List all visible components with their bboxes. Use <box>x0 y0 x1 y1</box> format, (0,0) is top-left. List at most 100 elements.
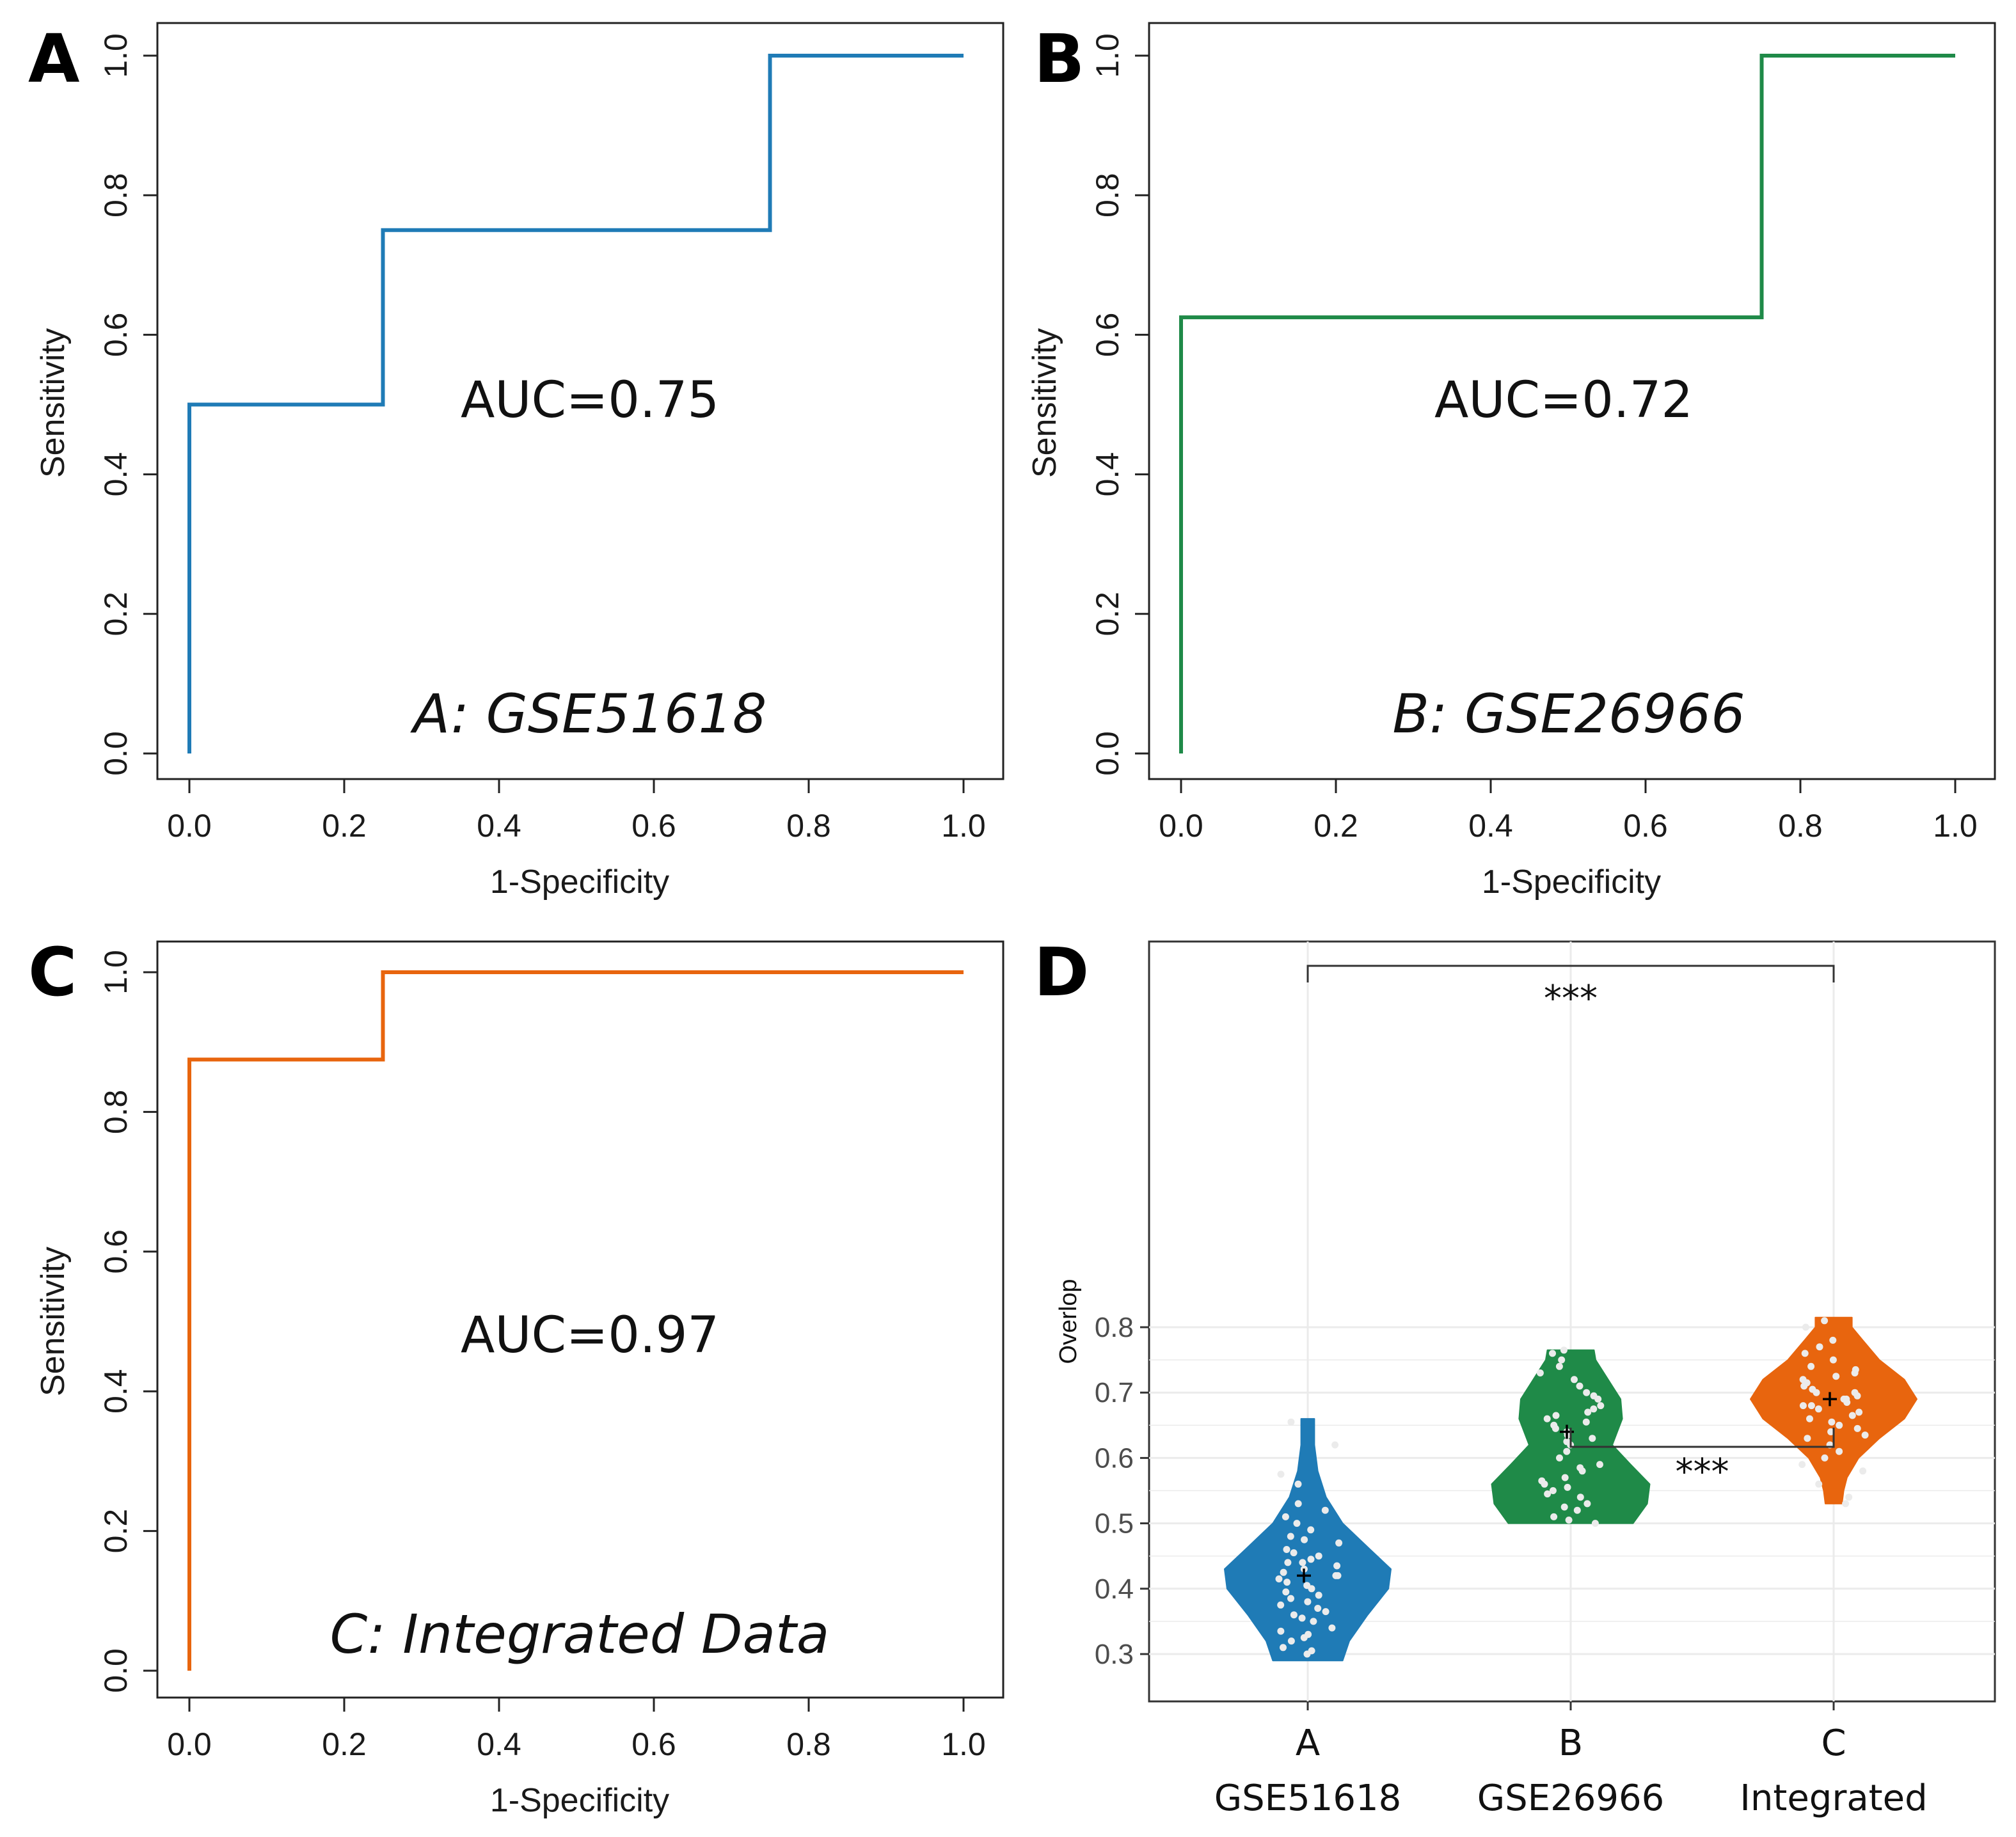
y-tick-label: 0.0 <box>98 1648 134 1693</box>
data-point <box>1855 1408 1863 1416</box>
data-point <box>1549 1487 1557 1494</box>
data-point <box>1560 1503 1568 1511</box>
data-point <box>1315 1552 1322 1560</box>
data-point <box>1303 1582 1311 1589</box>
data-point <box>1321 1506 1329 1514</box>
data-point <box>1576 1494 1584 1501</box>
data-point <box>1307 1526 1315 1534</box>
data-point <box>1305 1630 1312 1638</box>
x-tick-label: 0.4 <box>477 808 521 844</box>
x-tick-label: 0.2 <box>322 808 367 844</box>
data-point <box>1802 1323 1809 1331</box>
y-tick-label: 0.6 <box>98 1229 134 1274</box>
category-sublabel-c: Integrated <box>1740 1778 1927 1819</box>
data-point <box>1597 1402 1605 1410</box>
x-tick-label: 0.0 <box>167 1726 212 1762</box>
x-tick-label: 0.8 <box>786 1726 831 1762</box>
data-point <box>1583 1500 1591 1508</box>
violin-x-axis: A GSE51618 B GSE26966 C Integrated <box>1214 1701 1928 1819</box>
data-point <box>1299 1559 1306 1566</box>
significance-brackets: *** *** <box>1306 965 1835 1493</box>
category-sublabel-b: GSE26966 <box>1477 1778 1664 1819</box>
dataset-label-c: C: Integrated Data <box>330 1603 830 1666</box>
data-point <box>1576 1382 1583 1390</box>
y-tick-label: 0.4 <box>98 1369 134 1414</box>
data-point <box>1840 1395 1848 1403</box>
data-point <box>1573 1506 1581 1514</box>
data-point <box>1591 1520 1599 1527</box>
y-axis-title-b: Sensitivity <box>1026 328 1063 478</box>
data-point <box>1550 1513 1558 1520</box>
data-point <box>1814 1405 1822 1413</box>
y-tick-label: 0.4 <box>1095 1573 1134 1605</box>
y-axis-title-c: Sensitivity <box>35 1247 72 1396</box>
data-point <box>1555 1362 1563 1370</box>
data-point <box>1308 1647 1315 1655</box>
significance-bracket-b-c <box>1569 1428 1835 1448</box>
violin-y-axis: 0.3 0.4 0.5 0.6 0.7 0.8 <box>1095 1312 1149 1670</box>
roc-curve-c <box>187 970 964 1671</box>
x-tick-label: 0.0 <box>167 808 212 844</box>
data-point <box>1556 1454 1563 1462</box>
violin-panel-d: D 0.3 0.4 0.5 0.6 0.7 0.8 Overlop *** *** A G… <box>1034 933 1996 1819</box>
data-point <box>1333 1562 1341 1570</box>
y-tick-label: 0.8 <box>98 173 134 217</box>
data-point <box>1275 1575 1283 1582</box>
data-point <box>1282 1588 1290 1596</box>
y-tick-label: 0.6 <box>1090 313 1125 358</box>
panel-letter-a: A <box>28 20 80 98</box>
data-point <box>1565 1517 1573 1524</box>
x-axis-title-a: 1-Specificity <box>490 863 669 901</box>
data-point <box>1815 1480 1823 1488</box>
data-point <box>1853 1424 1861 1432</box>
mean-markers <box>1297 1392 1837 1583</box>
data-point <box>1277 1627 1285 1635</box>
data-point <box>1544 1490 1552 1498</box>
x-tick-label: 0.6 <box>631 1726 676 1762</box>
data-point <box>1277 1470 1285 1478</box>
data-point <box>1307 1556 1315 1563</box>
data-point <box>1287 1533 1294 1540</box>
panel-letter-d: D <box>1034 933 1089 1011</box>
roc-panel-a: A 0.0 0.2 0.4 0.6 0.8 1.0 0.00.20.40.60.81.0 … <box>28 20 1004 901</box>
dataset-label-a: A: GSE51618 <box>410 682 767 745</box>
data-point <box>1848 1412 1856 1419</box>
data-point <box>1563 1438 1571 1446</box>
data-point <box>1852 1366 1859 1373</box>
data-point <box>1584 1408 1592 1416</box>
x-axis-title-b: 1-Specificity <box>1482 863 1661 901</box>
data-point <box>1596 1461 1603 1469</box>
auc-label-c: AUC=0.97 <box>461 1307 719 1364</box>
x-tick-label: 0.4 <box>477 1726 521 1762</box>
x-axis-a: 0.0 0.2 0.4 0.6 0.8 1.0 <box>167 778 986 844</box>
x-axis-b: 0.0 0.2 0.4 0.6 0.8 1.0 <box>1159 778 1978 844</box>
panel-letter-b: B <box>1034 20 1084 98</box>
data-point <box>1310 1618 1317 1625</box>
data-point <box>1282 1513 1289 1520</box>
data-point <box>1298 1614 1306 1622</box>
data-point <box>1827 1428 1835 1435</box>
x-tick-label: 0.2 <box>1314 808 1358 844</box>
data-point <box>1807 1362 1815 1370</box>
x-tick-label: 1.0 <box>1933 808 1978 844</box>
data-point <box>1294 1500 1302 1508</box>
data-point <box>1314 1605 1322 1612</box>
data-point <box>1550 1421 1558 1429</box>
roc-curve-a <box>187 54 964 753</box>
significance-bracket-a-c <box>1306 965 1835 982</box>
data-point <box>1845 1494 1853 1501</box>
data-point <box>1328 1624 1336 1632</box>
y-tick-label: 0.3 <box>1095 1639 1134 1670</box>
data-point <box>1799 1376 1807 1384</box>
y-tick-label: 0.7 <box>1095 1377 1134 1408</box>
data-point <box>1536 1369 1544 1376</box>
y-axis-b: 0.0 0.2 0.4 0.6 0.8 1.0 <box>1090 33 1150 776</box>
data-point <box>1821 1454 1829 1462</box>
jitter-points <box>1275 1317 1869 1658</box>
violin-y-axis-title: Overlop <box>1055 1279 1082 1364</box>
data-point <box>1564 1483 1571 1491</box>
data-point <box>1287 1637 1295 1645</box>
data-point <box>1552 1412 1560 1419</box>
category-label-c: C <box>1821 1723 1846 1764</box>
y-tick-label: 0.2 <box>98 592 134 636</box>
